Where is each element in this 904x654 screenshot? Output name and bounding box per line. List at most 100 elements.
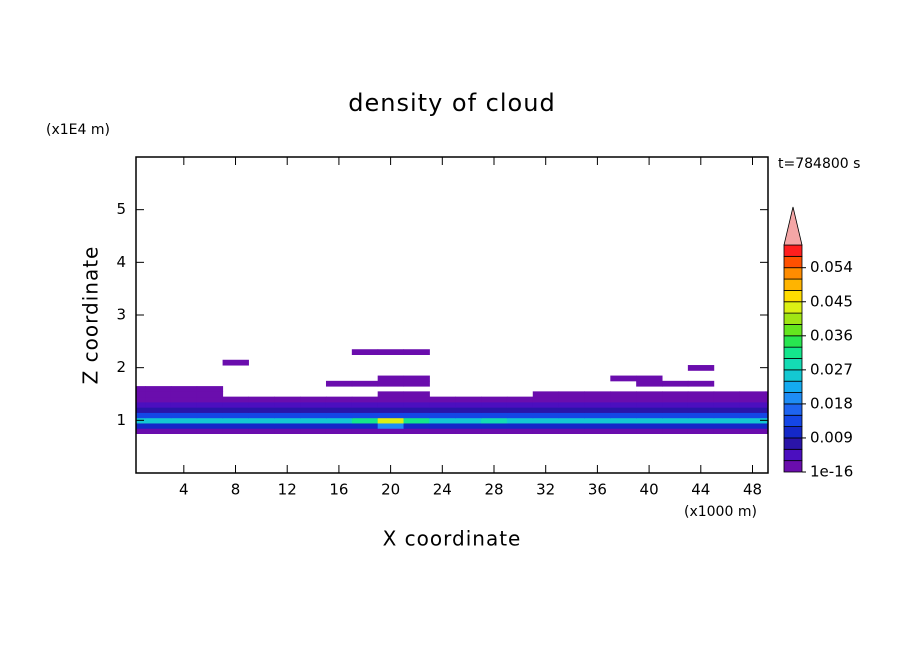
contour-cell xyxy=(455,417,482,424)
contour-cell xyxy=(765,407,768,413)
contour-cell xyxy=(274,396,301,403)
contour-cell xyxy=(610,428,637,434)
contour-cell xyxy=(248,417,275,424)
contour-cell xyxy=(403,396,430,403)
colorbar-band xyxy=(783,414,803,428)
contour-cell xyxy=(403,375,430,382)
contour-cell xyxy=(429,422,456,429)
colorbar-band xyxy=(783,426,803,439)
contour-cell xyxy=(532,407,560,413)
colorbar-band xyxy=(783,358,803,371)
contour-cell xyxy=(765,412,768,419)
contour-cell xyxy=(506,401,534,408)
colorbar-band xyxy=(783,255,803,269)
contour-cell xyxy=(248,428,275,434)
colorbar-band xyxy=(783,392,803,405)
contour-cell xyxy=(300,396,327,403)
contour-cell xyxy=(584,396,611,403)
contour-cell xyxy=(765,396,768,403)
colorbar-tick-label: 1e-16 xyxy=(810,463,853,481)
contour-cell xyxy=(145,428,172,434)
colorbar-extension xyxy=(783,206,803,246)
contour-cell xyxy=(145,386,172,392)
colorbar-band xyxy=(783,369,803,382)
contour-cell xyxy=(145,391,172,398)
contour-cell xyxy=(351,417,379,424)
contour-cell xyxy=(481,417,508,424)
contour-cell xyxy=(196,417,224,424)
contour-cell xyxy=(739,407,766,413)
contour-cell xyxy=(584,407,611,413)
contour-cell xyxy=(136,386,146,392)
x-tick-label: 40 xyxy=(640,481,659,499)
contour-cell xyxy=(377,417,405,424)
y-axis-label: Z coordinate xyxy=(79,246,103,385)
contour-cell xyxy=(739,391,766,398)
contour-cell xyxy=(662,396,689,403)
colorbar-band xyxy=(783,267,803,280)
contour-cell xyxy=(300,422,327,429)
contour-cell xyxy=(584,401,611,408)
contour-cell xyxy=(351,422,379,429)
contour-cell xyxy=(222,359,249,366)
contour-cell xyxy=(377,428,405,434)
contour-cell xyxy=(248,422,275,429)
y-tick-label: 4 xyxy=(116,253,126,271)
contour-cell xyxy=(136,412,146,419)
contour-cell xyxy=(136,428,146,434)
contour-cell xyxy=(403,401,430,408)
contour-cell xyxy=(713,422,741,429)
contour-cell xyxy=(222,396,249,403)
contour-cell xyxy=(713,412,741,419)
x-tick-label: 32 xyxy=(536,481,555,499)
contour-cell xyxy=(506,396,534,403)
contour-cell xyxy=(300,412,327,419)
colorbar-band xyxy=(783,278,803,291)
x-tick-label: 12 xyxy=(278,481,297,499)
contour-cell xyxy=(532,401,560,408)
x-tick-label: 20 xyxy=(381,481,400,499)
contour-cell xyxy=(532,412,560,419)
colorbar-band xyxy=(783,403,803,416)
colorbar-band xyxy=(783,244,803,257)
contour-cell xyxy=(455,428,482,434)
contour-cell xyxy=(196,407,224,413)
contour-cell xyxy=(377,380,405,387)
x-tick-label: 36 xyxy=(588,481,607,499)
contour-cell xyxy=(377,349,405,355)
contour-cell xyxy=(532,428,560,434)
contour-cell xyxy=(222,417,249,424)
contour-cell xyxy=(455,407,482,413)
contour-cell xyxy=(351,412,379,419)
contour-cell xyxy=(403,417,430,424)
contour-cell xyxy=(403,428,430,434)
colorbar-tick-label: 0.027 xyxy=(810,360,853,378)
contour-cell xyxy=(765,401,768,408)
contour-cell xyxy=(584,391,611,398)
contour-cell xyxy=(662,380,689,387)
contour-cell xyxy=(300,417,327,424)
contour-cell xyxy=(170,407,198,413)
contour-cell xyxy=(506,428,534,434)
contour-cell xyxy=(610,391,637,398)
contour-cell xyxy=(687,380,715,387)
contour-cell xyxy=(455,401,482,408)
contour-cell xyxy=(506,422,534,429)
contour-cell xyxy=(145,422,172,429)
contour-cell xyxy=(222,401,249,408)
contour-cell xyxy=(481,401,508,408)
contour-cell xyxy=(325,396,353,403)
contour-cell xyxy=(403,391,430,398)
contour-cell xyxy=(351,428,379,434)
contour-cell xyxy=(170,417,198,424)
colorbar-band xyxy=(783,312,803,325)
contour-cell xyxy=(662,428,689,434)
contour-cell xyxy=(136,407,146,413)
contour-cell xyxy=(351,401,379,408)
contour-cell xyxy=(248,412,275,419)
time-label: t=784800 s xyxy=(778,156,860,172)
x-tick-label: 28 xyxy=(484,481,503,499)
contour-cell xyxy=(506,412,534,419)
contour-cell xyxy=(248,407,275,413)
contour-cell xyxy=(610,407,637,413)
